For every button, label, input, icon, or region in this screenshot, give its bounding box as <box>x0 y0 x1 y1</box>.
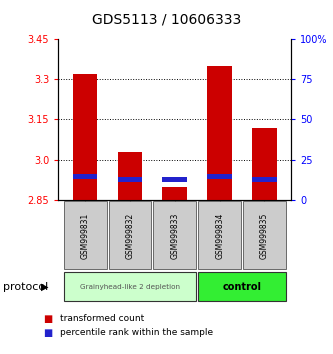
Bar <box>163 187 187 200</box>
Text: control: control <box>222 282 261 292</box>
Text: GSM999835: GSM999835 <box>260 212 269 259</box>
Text: GSM999832: GSM999832 <box>126 212 135 258</box>
Text: GSM999831: GSM999831 <box>81 212 90 258</box>
FancyBboxPatch shape <box>198 272 286 301</box>
Text: protocol: protocol <box>3 282 49 292</box>
Text: percentile rank within the sample: percentile rank within the sample <box>60 328 213 337</box>
Text: transformed count: transformed count <box>60 314 144 323</box>
Bar <box>252 177 277 182</box>
Text: GDS5113 / 10606333: GDS5113 / 10606333 <box>92 12 241 27</box>
Text: GSM999834: GSM999834 <box>215 212 224 259</box>
Text: ■: ■ <box>43 314 53 324</box>
FancyBboxPatch shape <box>154 201 196 269</box>
FancyBboxPatch shape <box>198 201 241 269</box>
Text: ■: ■ <box>43 328 53 338</box>
Bar <box>73 174 98 179</box>
Bar <box>73 74 98 200</box>
Bar <box>207 174 232 179</box>
Bar <box>252 127 277 200</box>
Text: ▶: ▶ <box>41 282 49 292</box>
Bar <box>207 66 232 200</box>
FancyBboxPatch shape <box>64 272 196 301</box>
FancyBboxPatch shape <box>243 201 286 269</box>
FancyBboxPatch shape <box>109 201 152 269</box>
FancyBboxPatch shape <box>64 201 107 269</box>
Text: GSM999833: GSM999833 <box>170 212 179 259</box>
Bar <box>118 177 142 182</box>
Bar <box>163 177 187 182</box>
Text: Grainyhead-like 2 depletion: Grainyhead-like 2 depletion <box>80 284 180 290</box>
Bar <box>118 152 142 200</box>
